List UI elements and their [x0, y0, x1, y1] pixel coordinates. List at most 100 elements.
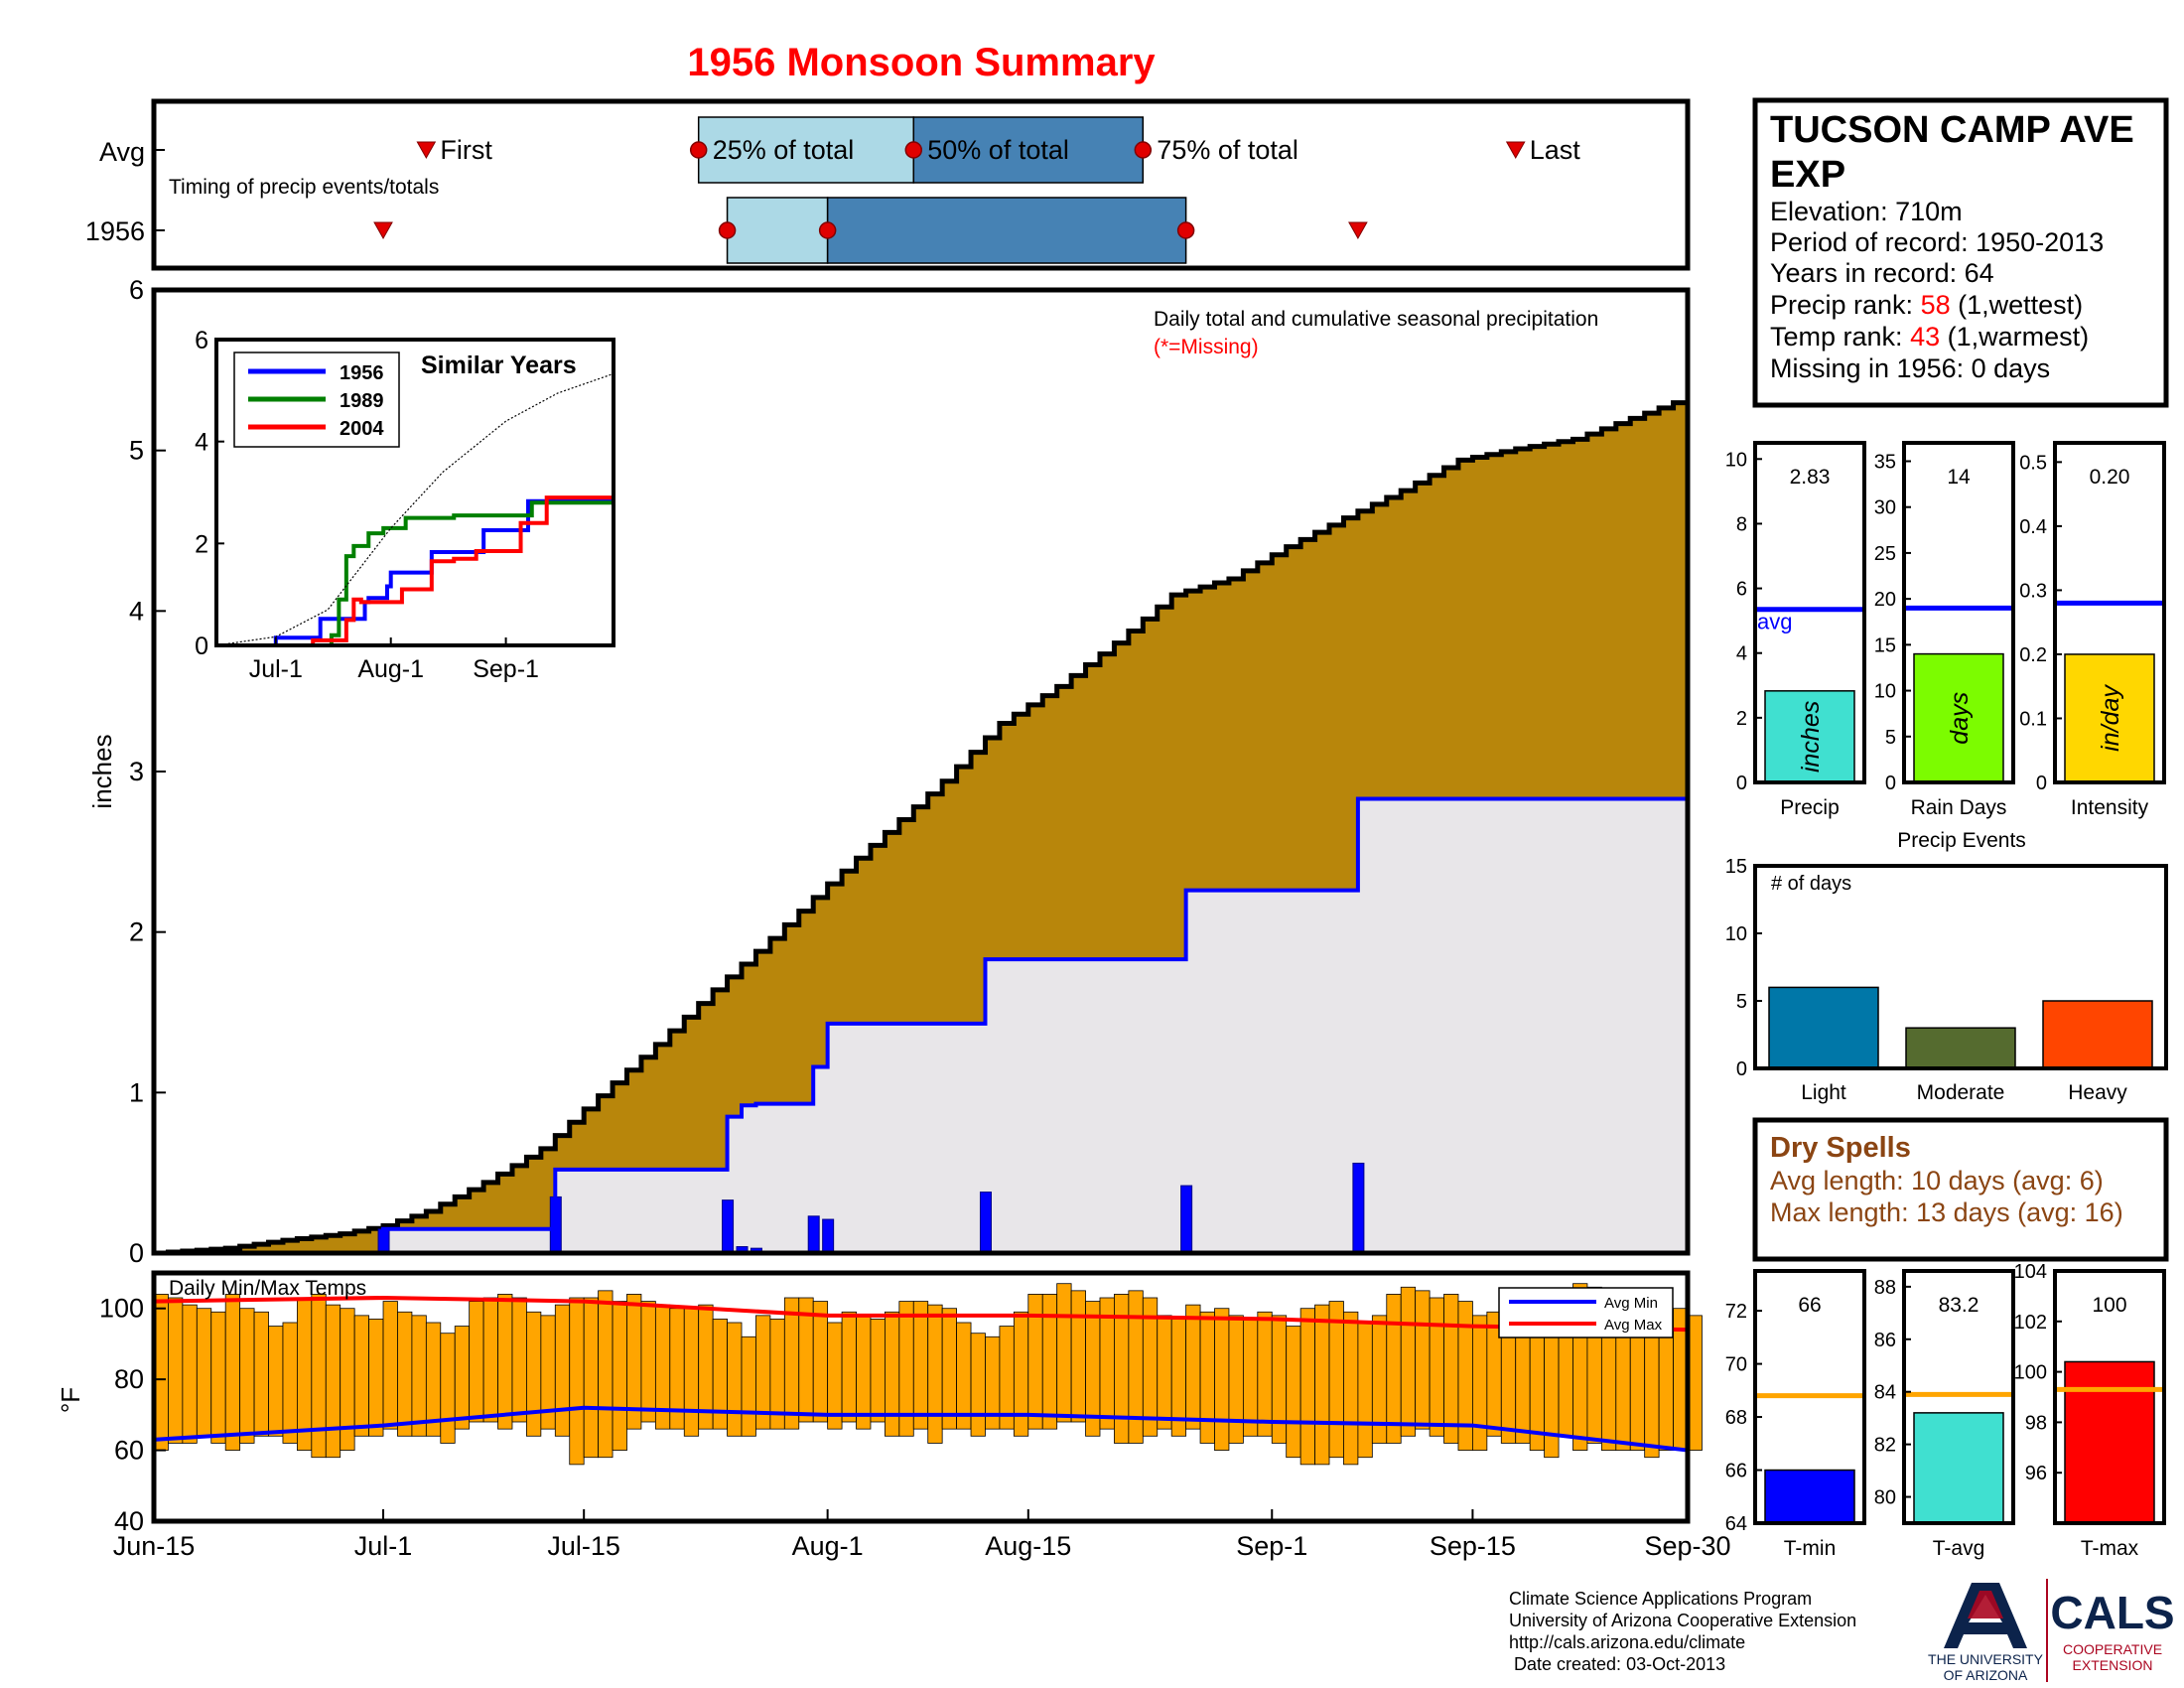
bar-panel-frame-Rain Days: [1902, 441, 2015, 784]
temp-range-bar-82: [1328, 1301, 1344, 1459]
temp-range-bar-54: [927, 1304, 943, 1444]
credits-line-3: http://cals.arizona.edu/climate: [1509, 1632, 1745, 1652]
temp-range-bar-55: [941, 1308, 957, 1430]
bar-panel-value-label-Rain Days: 14: [1947, 466, 1971, 489]
credits-line-4: Date created: 03-Oct-2013: [1509, 1654, 1725, 1674]
bar-panel-category-label-T-max: T-max: [2081, 1537, 2139, 1560]
inset-legend-label-1956: 1956: [340, 362, 384, 384]
avg-last-event-marker: [1505, 141, 1526, 160]
precip-events-inner-label: # of days: [1771, 873, 1851, 895]
temp-range-bar-14: [353, 1315, 369, 1437]
temp-range-bar-51: [885, 1311, 900, 1437]
year-timing-box-50-75: [826, 197, 1187, 264]
precip-events-marks: [1768, 986, 2153, 1069]
temp-range-bar-26: [526, 1311, 542, 1437]
temp-range-bar-24: [497, 1294, 513, 1430]
bar-panel-y-tick-label-T-avg-84: 84: [1874, 1382, 1896, 1404]
temp-range-bar-63: [1056, 1283, 1072, 1423]
station-name-line-2: EXP: [1770, 154, 1845, 196]
avg-max-line: [153, 1295, 1689, 1333]
credits-line-2: University of Arizona Cooperative Extens…: [1509, 1611, 1856, 1630]
temp-range-bar-7: [253, 1311, 269, 1437]
temp-range-bar-28: [554, 1304, 571, 1437]
temp-rank-value: 43: [1910, 322, 1940, 352]
temp-range-bar-3: [196, 1308, 212, 1437]
bar-panel-y-tick-label-Rain Days-10: 10: [1874, 681, 1896, 703]
bar-panel-avg-label-Precip: avg: [1757, 610, 1792, 634]
station-years: Years in record: 64: [1770, 258, 1994, 288]
precip-y-tick-label-5: 5: [129, 436, 144, 466]
temp-range-bar-34: [640, 1301, 656, 1423]
temp-range-bar-18: [411, 1315, 427, 1437]
inset-line-1956: [216, 498, 614, 647]
temps-plot-frame: [151, 1270, 1691, 1524]
inset-legend-label-1989: 1989: [340, 390, 384, 412]
bar-panel-value-label-T-min: 66: [1798, 1294, 1821, 1317]
temp-range-bar-16: [382, 1301, 398, 1430]
bar-panel-y-tick-label-Intensity-0.1: 0.1: [2019, 708, 2047, 730]
inset-axes: 0 2 4 6 Jul-1 Aug-1 Sep-1: [195, 327, 539, 683]
bar-panel-y-tick-label-Precip-2: 2: [1736, 708, 1747, 730]
temp-rank-note: (1,warmest): [1940, 322, 2089, 352]
ua-block-a-icon: [1944, 1583, 2027, 1648]
temp-range-bar-86: [1386, 1294, 1402, 1444]
precip-rank-value: 58: [1921, 290, 1951, 320]
temps-legend-label-avg-max: Avg Max: [1604, 1317, 1663, 1334]
year-timing-box-25-50: [726, 197, 829, 264]
precip-events-frame: [1753, 864, 2168, 1070]
precip-events-category-label-Heavy: Heavy: [2068, 1081, 2127, 1104]
temp-range-bar-74: [1214, 1308, 1230, 1451]
temps-y-axis-label: °F: [56, 1387, 85, 1413]
bar-panel-value-bar-T-max: [2064, 1360, 2155, 1524]
precip-rank-label: Precip rank:: [1770, 290, 1921, 320]
timing-row-label-year: 1956: [85, 216, 145, 246]
avg-p50-marker: [904, 141, 923, 159]
precip-subtitle: Daily total and cumulative seasonal prec…: [1154, 308, 1598, 331]
daily-precip-bar-Aug-26: [1180, 1185, 1193, 1254]
inset-line-1989: [216, 500, 614, 647]
temp-range-bar-40: [727, 1322, 743, 1437]
temp-range-bar-41: [741, 1336, 756, 1437]
ua-block-a-inner-icon: [1968, 1591, 2003, 1618]
temp-range-bar-83: [1343, 1311, 1359, 1466]
temp-range-bar-92: [1472, 1315, 1488, 1451]
credits: Climate Science Applications Program Uni…: [1509, 1589, 1856, 1674]
precip-events-bar-Moderate: [1905, 1027, 2016, 1069]
bar-panel-y-tick-label-Rain Days-20: 20: [1874, 589, 1896, 611]
temps-x-tick-label-Sep-15: Sep-15: [1430, 1531, 1516, 1561]
bar-panel-y-tick-label-Precip-8: 8: [1736, 513, 1747, 535]
precip-events-y-tick-label-0: 0: [1736, 1058, 1747, 1080]
precip-rank-note: (1,wettest): [1951, 290, 2084, 320]
temps-y-tick-label-80: 80: [114, 1364, 144, 1394]
avg-cumulative-area: [154, 397, 1688, 1254]
temp-range-bar-23: [482, 1297, 498, 1423]
station-elevation: Elevation: 710m: [1770, 197, 1963, 226]
inset-y-tick-label-6: 6: [195, 327, 208, 354]
year-p25-marker: [718, 221, 737, 239]
bar-panel-y-tick-label-Rain Days-35: 35: [1874, 451, 1896, 473]
bar-panel-category-label-T-min: T-min: [1784, 1537, 1837, 1560]
temp-range-bar-84: [1357, 1322, 1373, 1459]
university-of-arizona-logo: THE UNIVERSITY OF ARIZONA CALS COOPERATI…: [1928, 1579, 2175, 1683]
bar-panel-y-tick-label-T-max-100: 100: [2014, 1362, 2047, 1384]
bar-panel-y-tick-label-T-avg-88: 88: [1874, 1277, 1896, 1299]
year-p50-marker: [818, 221, 837, 239]
temp-range-bar-91: [1457, 1301, 1473, 1451]
temp-range-bar-21: [454, 1326, 471, 1430]
bar-panel-frame-T-min: [1753, 1269, 1866, 1525]
inset-x-tick-label-Sep-1: Sep-1: [473, 655, 539, 683]
temp-range-bar-4: [210, 1311, 226, 1444]
dry-spells-avg-length: Avg length: 10 days (avg: 6): [1770, 1166, 2104, 1196]
precip-summary-bars: 2.83 0 2 4 6 8 10 Precip inches avg 14 0 5 10 15 20 25 30…: [1725, 441, 2166, 819]
inset-line-average: [215, 372, 614, 646]
precip-events-panel: Precip Events # of days 0 5 10 15 Light Moder…: [1725, 829, 2168, 1104]
bar-panel-frame-Intensity: [2053, 441, 2166, 784]
precip-y-tick-label-0: 0: [129, 1238, 144, 1268]
year-last-event-marker: [1348, 221, 1368, 240]
avg-p75-marker: [1134, 141, 1153, 159]
station-name-line-1: TUCSON CAMP AVE: [1770, 109, 2134, 151]
bar-panel-y-tick-label-T-max-98: 98: [2025, 1412, 2047, 1434]
temp-range-bar-88: [1415, 1290, 1431, 1430]
timing-label-first: First: [440, 135, 492, 165]
temp-range-bar-75: [1228, 1315, 1244, 1444]
